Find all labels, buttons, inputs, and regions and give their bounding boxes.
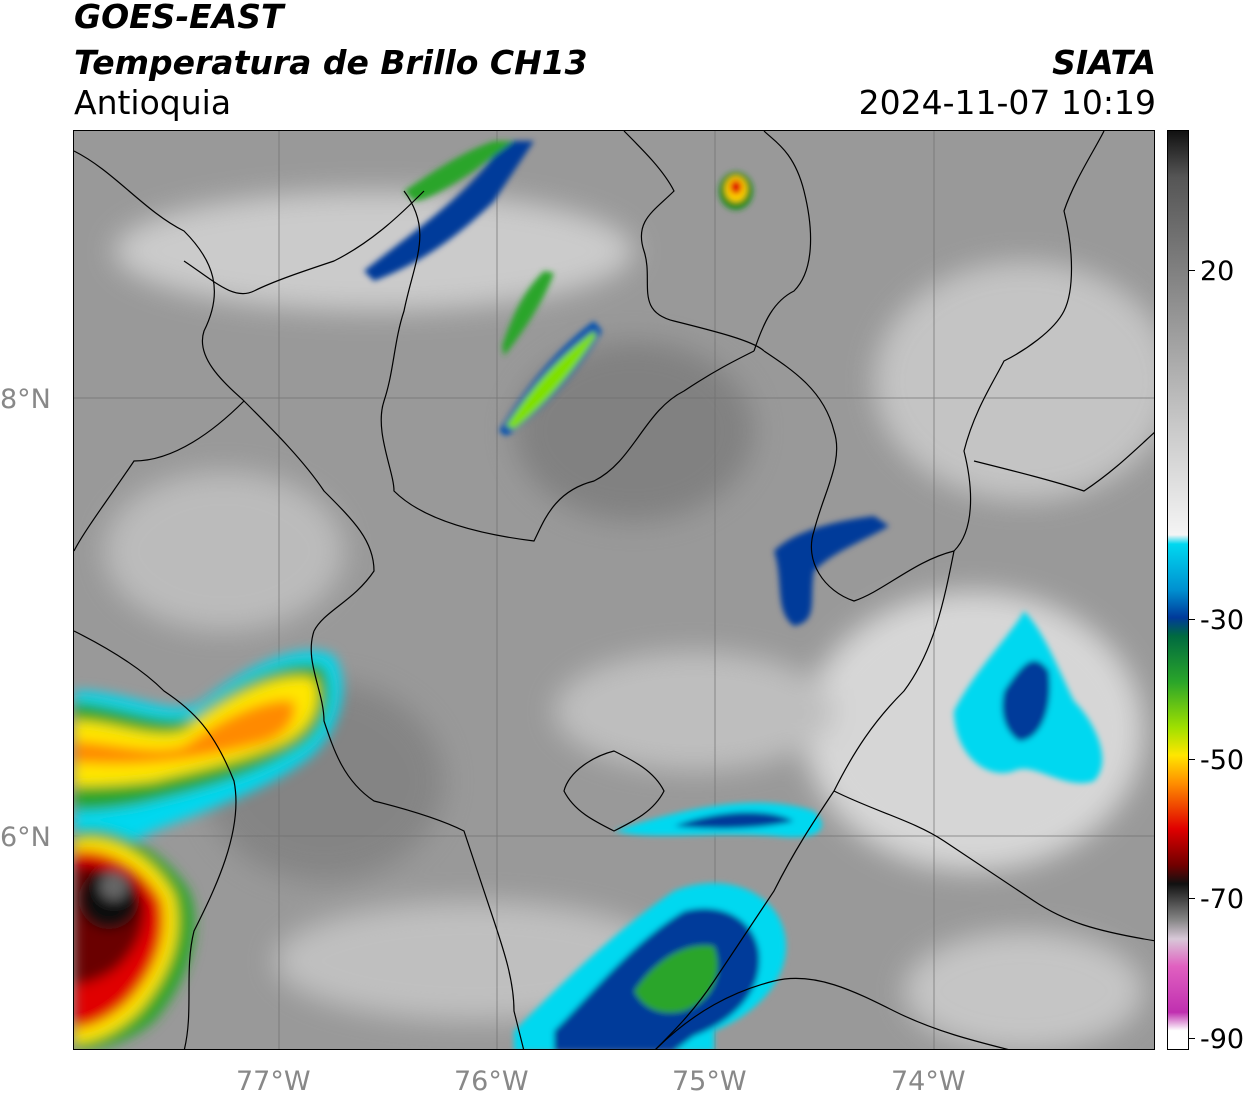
satellite-title: GOES-EAST [74, 0, 284, 36]
datetime-label: 2024-11-07 10:19 [858, 83, 1156, 122]
product-title: Temperatura de Brillo CH13 [74, 43, 588, 82]
cloud-top-cells [74, 141, 1103, 1049]
colorbar-tick [1189, 1038, 1195, 1039]
graticule [74, 131, 1154, 1049]
colorbar-tick [1189, 759, 1195, 760]
lat-label-8n: 8°N [0, 384, 51, 415]
lon-label-74w: 74°W [891, 1066, 966, 1097]
agency-label: SIATA [1052, 43, 1156, 82]
colorbar-tick [1189, 619, 1195, 620]
satellite-map[interactable] [73, 130, 1155, 1050]
colorbar-label: -70 [1200, 884, 1245, 915]
colorbar-label: -30 [1200, 605, 1245, 636]
colorbar-tick [1189, 270, 1195, 271]
colorbar [1167, 130, 1189, 1050]
lon-label-77w: 77°W [236, 1066, 311, 1097]
lon-label-76w: 76°W [454, 1066, 529, 1097]
colorbar-label: -90 [1200, 1024, 1245, 1055]
colorbar-tick [1189, 898, 1195, 899]
lon-label-75w: 75°W [672, 1066, 747, 1097]
lat-label-6n: 6°N [0, 822, 51, 853]
colorbar-label: 20 [1200, 256, 1235, 287]
map-canvas [74, 131, 1154, 1049]
colorbar-label: -50 [1200, 745, 1245, 776]
region-label: Antioquia [74, 83, 232, 122]
boundaries [74, 131, 1154, 1049]
